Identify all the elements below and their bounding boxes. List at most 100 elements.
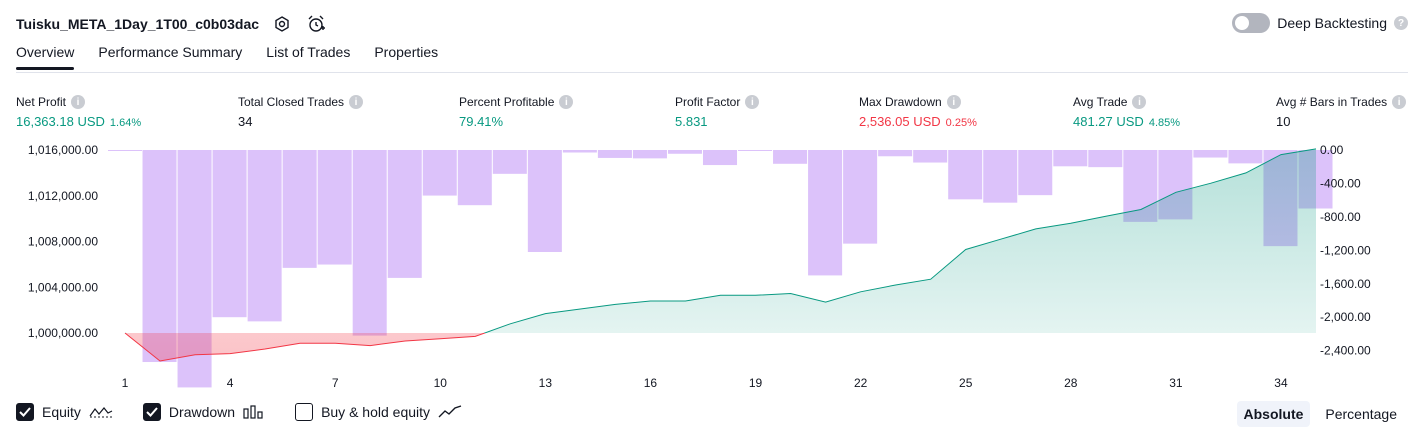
- drawdown-bar: [212, 150, 247, 318]
- tab-overview[interactable]: Overview: [16, 44, 75, 70]
- percentage-button[interactable]: Percentage: [1325, 406, 1397, 422]
- buy-hold-line-icon: [438, 405, 462, 418]
- metric-value: 2,536.05 USD: [859, 114, 941, 129]
- left-axis-tick: 1,016,000.00: [28, 143, 98, 157]
- metric-net-profit: Net Profit i 16,363.18 USD 1.64%: [16, 94, 141, 129]
- view-mode-switch: Absolute Percentage: [1236, 401, 1405, 427]
- x-axis-tick: 34: [1274, 376, 1288, 390]
- equity-series: [124, 148, 1317, 362]
- legend-label: Drawdown: [168, 404, 236, 420]
- drawdown-bar: [317, 150, 352, 265]
- drawdown-bar: [878, 150, 913, 157]
- drawdown-bars-icon: [243, 405, 263, 419]
- drawdown-bar: [843, 150, 878, 244]
- drawdown-bar: [1228, 150, 1263, 164]
- tab-properties[interactable]: Properties: [374, 44, 439, 60]
- x-axis-tick: 28: [1064, 376, 1078, 390]
- drawdown-bar: [352, 150, 387, 336]
- legend-equity[interactable]: Equity: [16, 403, 113, 421]
- metric-label: Net Profit: [16, 95, 67, 109]
- report-tabs: Overview Performance Summary List of Tra…: [16, 44, 438, 70]
- x-axis: 1 4 7 10 13 16 19 22 25 28 31 34: [122, 376, 1288, 390]
- checkbox-buy-hold[interactable]: [295, 403, 314, 421]
- drawdown-bar: [983, 150, 1018, 203]
- metric-value: 5.831: [675, 114, 708, 129]
- metric-percent-profitable: Percent Profitable i 79.41%: [459, 94, 574, 129]
- drawdown-bar: [773, 150, 808, 164]
- left-axis-tick: 1,008,000.00: [28, 235, 98, 249]
- tab-performance-summary[interactable]: Performance Summary: [98, 44, 243, 60]
- tab-list-of-trades[interactable]: List of Trades: [266, 44, 351, 60]
- toggle-knob: [1235, 16, 1250, 30]
- deep-backtesting: Deep Backtesting ?: [1232, 13, 1408, 33]
- x-axis-tick: 19: [749, 376, 763, 390]
- info-icon[interactable]: i: [1392, 95, 1407, 109]
- equity-line-up: [125, 148, 1317, 333]
- info-icon[interactable]: i: [559, 95, 574, 109]
- right-axis-tick: -800.00: [1320, 210, 1361, 224]
- metric-avg-trade: Avg Trade i 481.27 USD 4.85%: [1073, 94, 1180, 129]
- deep-backtesting-toggle[interactable]: [1232, 13, 1271, 33]
- x-axis-tick: 1: [122, 376, 129, 390]
- x-axis-tick: 31: [1169, 376, 1183, 390]
- checkbox-equity[interactable]: [16, 403, 34, 421]
- drawdown-bar: [808, 150, 843, 276]
- info-icon[interactable]: i: [1132, 95, 1147, 109]
- legend-drawdown[interactable]: Drawdown: [142, 403, 265, 421]
- x-axis-tick: 16: [644, 376, 658, 390]
- right-axis-tick: -2,000.00: [1320, 310, 1371, 324]
- metric-total-closed-trades: Total Closed Trades i 34: [238, 94, 364, 129]
- chart-legend: Equity Drawdown Buy & hold equity: [16, 403, 462, 421]
- x-axis-tick: 22: [854, 376, 868, 390]
- info-icon[interactable]: i: [946, 95, 961, 109]
- left-axis: 1,016,000.00 1,012,000.00 1,008,000.00 1,00…: [28, 143, 98, 340]
- info-icon[interactable]: i: [349, 95, 364, 109]
- right-axis: 0.00 -400.00 -800.00 -1,200.00 -1,600.00 -2,0…: [1320, 143, 1371, 358]
- metric-sub: 4.85%: [1148, 117, 1181, 129]
- metric-label: Total Closed Trades: [238, 95, 345, 109]
- info-icon[interactable]: i: [745, 95, 760, 109]
- drawdown-bar: [527, 150, 562, 252]
- settings-icon[interactable]: [271, 13, 293, 35]
- metric-value: 10: [1276, 114, 1291, 129]
- right-axis-tick: 0.00: [1320, 143, 1344, 157]
- legend-label: Buy & hold equity: [321, 404, 431, 420]
- drawdown-bar: [1018, 150, 1053, 196]
- left-axis-tick: 1,012,000.00: [28, 189, 98, 203]
- help-icon[interactable]: ?: [1394, 16, 1408, 30]
- metric-sub: 1.64%: [109, 117, 142, 129]
- drawdown-bar: [1053, 150, 1088, 167]
- metric-label: Profit Factor: [675, 95, 741, 109]
- deep-backtesting-label: Deep Backtesting: [1277, 15, 1387, 31]
- drawdown-bar: [562, 150, 597, 153]
- metric-max-drawdown: Max Drawdown i 2,536.05 USD 0.25%: [859, 94, 977, 129]
- metric-avg-bars: Avg # Bars in Trades i 10: [1276, 94, 1407, 129]
- x-axis-tick: 4: [227, 376, 234, 390]
- drawdown-bar: [492, 150, 527, 174]
- drawdown-bar: [387, 150, 422, 278]
- x-axis-tick: 13: [539, 376, 553, 390]
- metric-label: Max Drawdown: [859, 95, 942, 109]
- info-icon[interactable]: i: [71, 95, 86, 109]
- drawdown-bar: [738, 150, 773, 151]
- equity-line-icon: [89, 407, 113, 418]
- legend-label: Equity: [42, 404, 81, 420]
- legend-buy-hold[interactable]: Buy & hold equity: [295, 403, 462, 421]
- x-axis-tick: 7: [332, 376, 339, 390]
- alarm-add-icon[interactable]: [305, 13, 327, 35]
- right-axis-tick: -2,400.00: [1320, 344, 1371, 358]
- drawdown-bar: [108, 150, 143, 151]
- equity-line-down: [124, 333, 487, 362]
- drawdown-bar: [632, 150, 667, 159]
- right-axis-tick: -400.00: [1320, 176, 1361, 190]
- drawdown-bar: [142, 150, 177, 363]
- metric-label: Avg # Bars in Trades: [1276, 95, 1388, 109]
- left-axis-tick: 1,004,000.00: [28, 280, 98, 294]
- metric-label: Percent Profitable: [459, 95, 555, 109]
- right-axis-tick: -1,600.00: [1320, 277, 1371, 291]
- absolute-button[interactable]: Absolute: [1236, 401, 1311, 427]
- checkbox-drawdown[interactable]: [142, 403, 161, 421]
- metric-sub: 0.25%: [945, 117, 977, 129]
- equity-drawdown-chart[interactable]: 1,016,000.00 1,012,000.00 1,008,000.00 1,00…: [0, 140, 1424, 392]
- left-axis-tick: 1,000,000.00: [28, 326, 98, 340]
